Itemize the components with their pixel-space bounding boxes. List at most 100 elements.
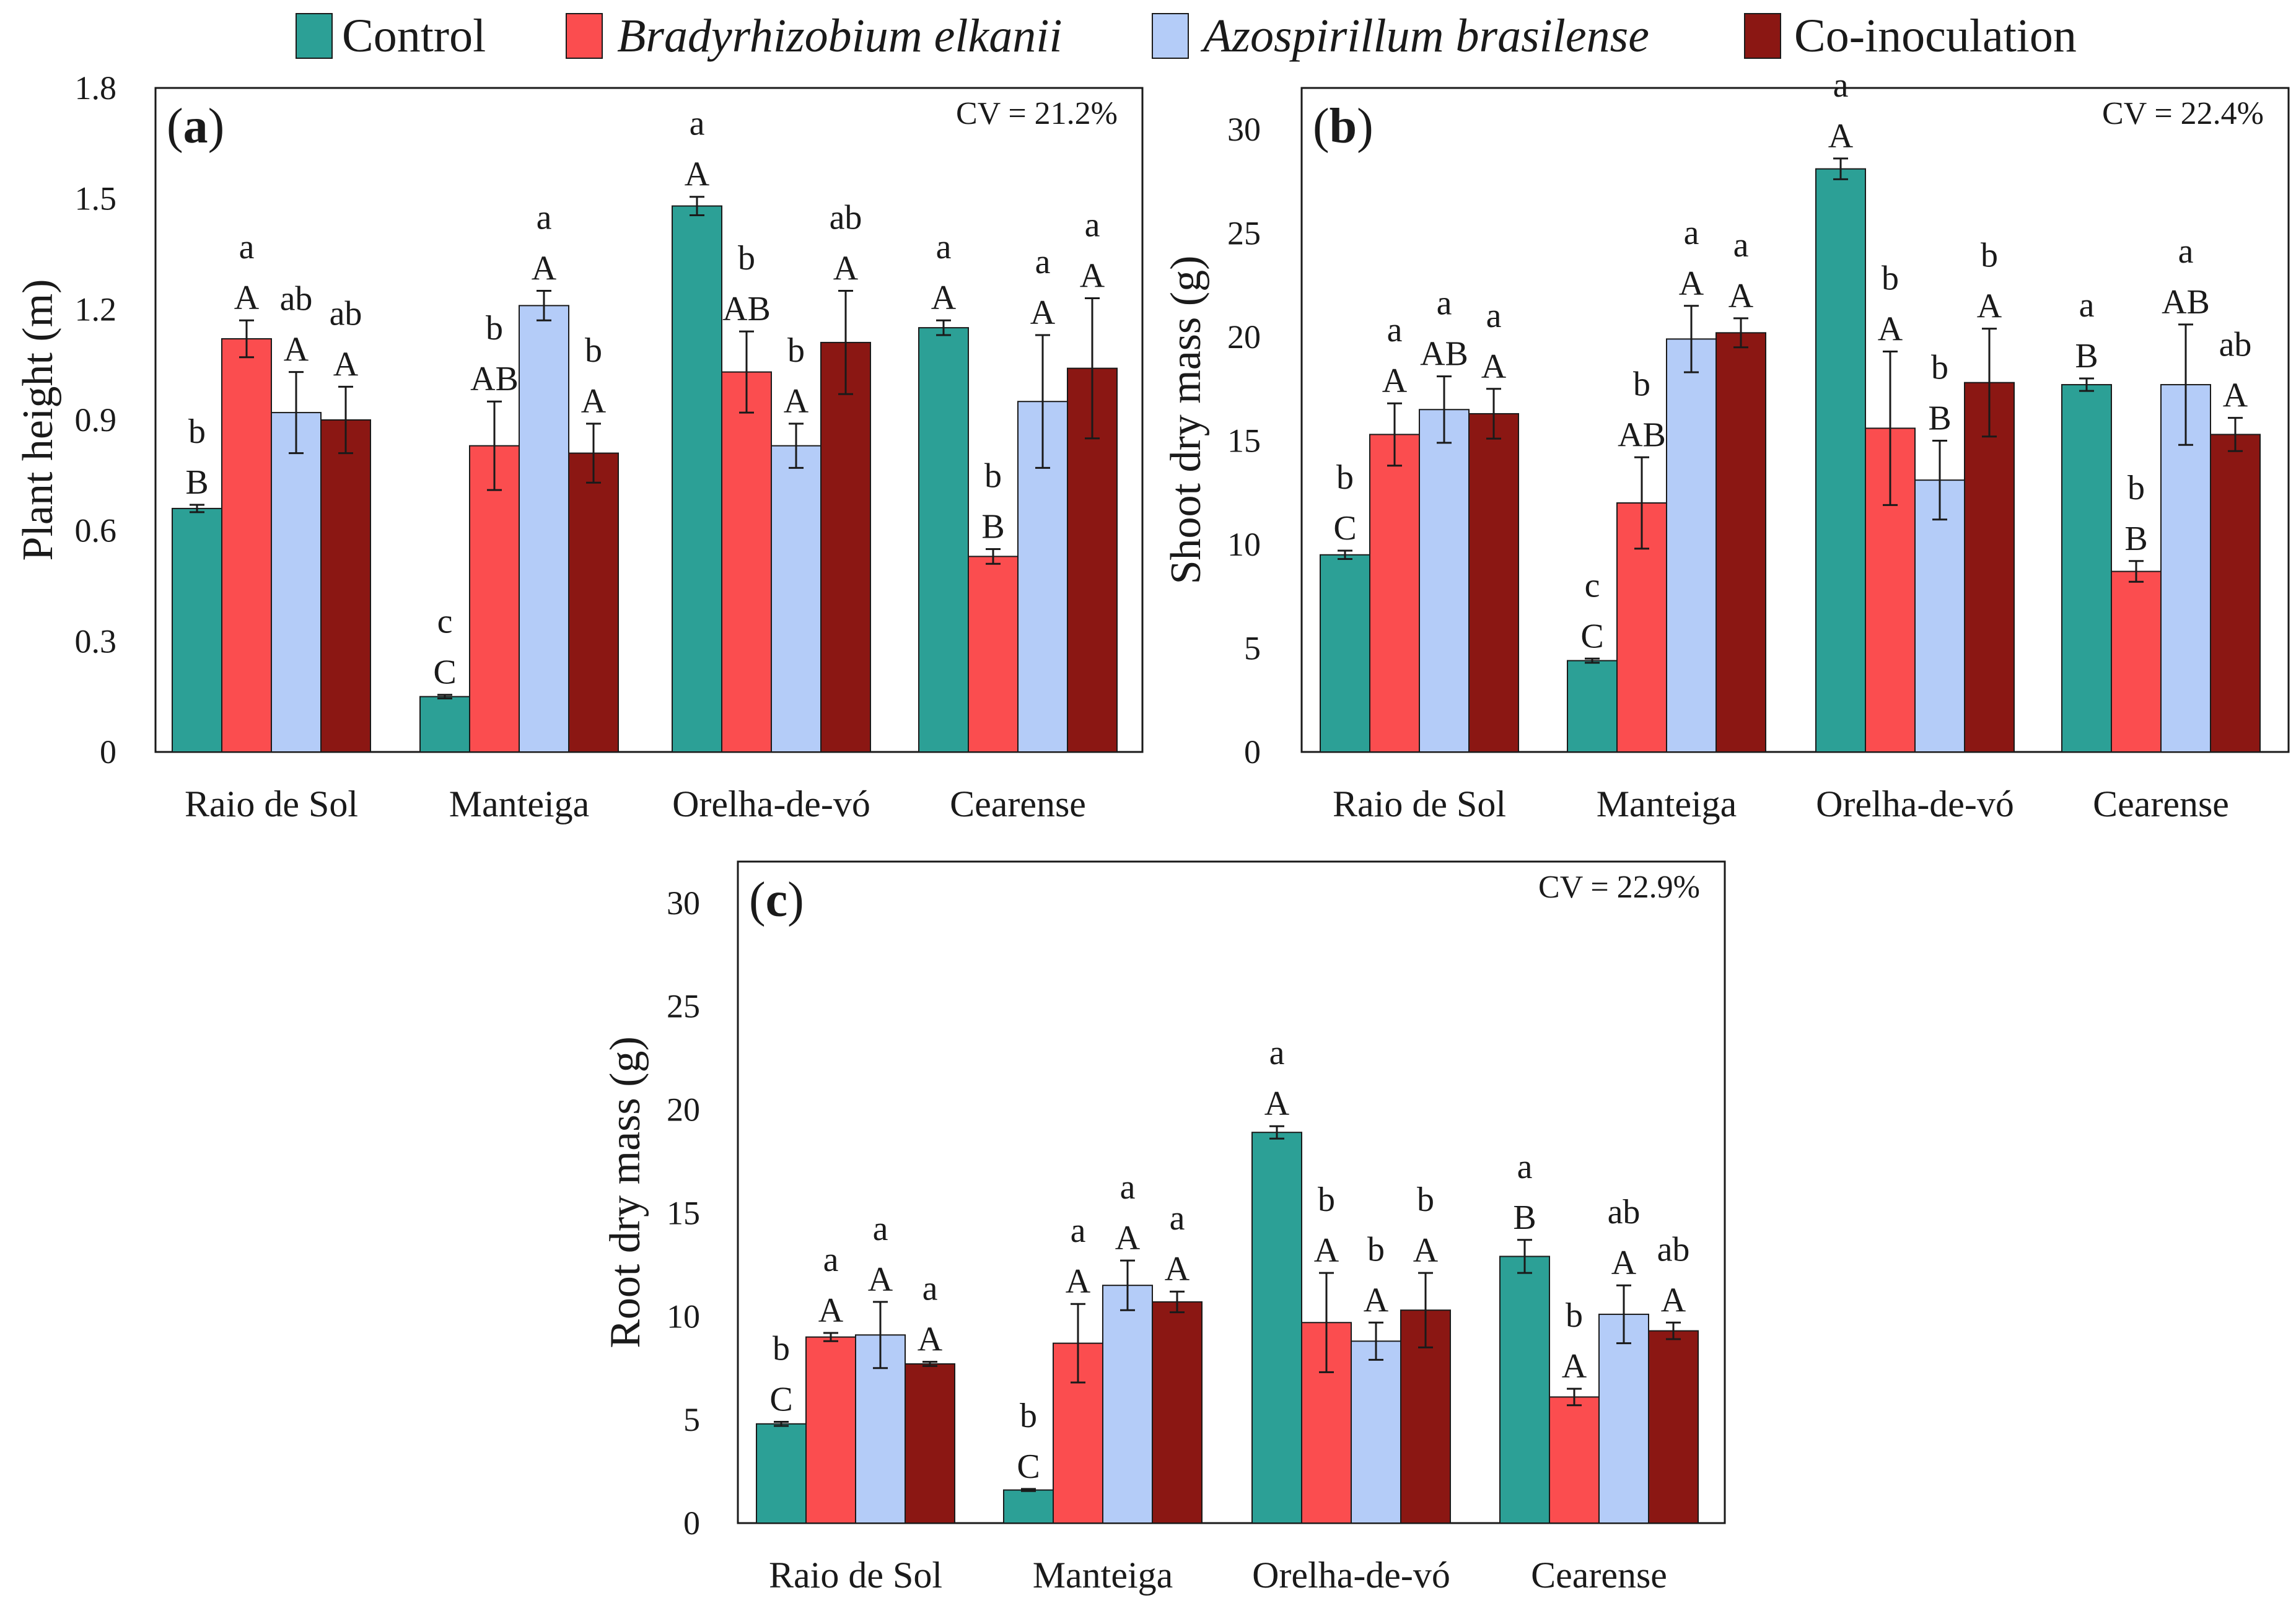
sig-letter-upper-case: A: [685, 155, 710, 194]
sig-letter-lower-case: a: [823, 1241, 839, 1279]
bar-azospirillum-brasilense-2: [1914, 479, 1965, 753]
sig-letter-upper-case: A: [918, 1321, 943, 1359]
sig-letter-lower-case: b: [773, 1329, 790, 1368]
plot-frame: [154, 87, 1144, 753]
sig-letter-upper-case: A: [581, 382, 607, 421]
panel-letter-label: (b): [1313, 99, 1374, 154]
sig-letter-upper-case: A: [1115, 1219, 1141, 1257]
bar-bradyrhizobium-elkanii-3: [1549, 1396, 1600, 1524]
y-tick-label: 0: [1244, 733, 1261, 771]
sig-letter-lower-case: a: [2178, 232, 2194, 271]
bar-azospirillum-brasilense-2: [771, 445, 822, 753]
sig-letter-lower-case: ab: [1657, 1230, 1690, 1269]
paren-open: (: [167, 99, 183, 154]
y-tick-label: 10: [667, 1298, 700, 1335]
sig-letter-lower-case: a: [1733, 226, 1749, 264]
plot-frame: [1300, 87, 2290, 753]
y-axis-label: Plant height (m): [14, 279, 62, 561]
paren-close: ): [787, 873, 804, 927]
bar-co-inoculation-0: [905, 1363, 955, 1524]
sig-letter-lower-case: b: [984, 456, 1002, 495]
y-tick-label: 5: [683, 1401, 700, 1438]
sig-letter-lower-case: a: [1517, 1148, 1533, 1186]
x-category-label: Manteiga: [1033, 1555, 1173, 1596]
sig-letter-upper-case: A: [1413, 1231, 1439, 1270]
legend-swatch-2: [566, 13, 603, 59]
sig-letter-lower-case: ab: [1608, 1193, 1641, 1231]
bar-control-3: [2061, 384, 2112, 753]
y-tick-label: 1.8: [75, 69, 117, 107]
bar-co-inoculation-1: [568, 452, 619, 753]
legend-swatch-1: [296, 13, 333, 59]
sig-letter-upper-case: B: [2075, 337, 2098, 375]
y-tick-label: 0.9: [75, 401, 117, 439]
sig-letter-upper-case: A: [868, 1260, 893, 1299]
sig-letter-lower-case: a: [873, 1210, 888, 1248]
sig-letter-lower-case: ab: [2219, 326, 2252, 364]
sig-letter-upper-case: A: [234, 279, 260, 317]
cv-annotation: CV = 22.4%: [2102, 96, 2264, 131]
bar-control-0: [756, 1423, 807, 1524]
sig-letter-lower-case: a: [1085, 206, 1100, 244]
bar-bradyrhizobium-elkanii-2: [721, 371, 772, 753]
sig-letter-upper-case: A: [1611, 1244, 1637, 1282]
sig-letter-upper-case: A: [1264, 1085, 1290, 1123]
bar-azospirillum-brasilense-1: [519, 305, 569, 753]
legend-swatch-4: [1744, 13, 1781, 59]
sig-letter-lower-case: a: [2079, 286, 2095, 325]
y-tick-label: 30: [667, 884, 700, 922]
cv-annotation: CV = 21.2%: [956, 96, 1118, 131]
sig-letter-lower-case: b: [2127, 469, 2145, 507]
legend-label-3: Azospirillum brasilense: [1200, 10, 1649, 62]
sig-letter-lower-case: a: [1120, 1168, 1136, 1207]
cv-annotation: CV = 22.9%: [1538, 870, 1700, 905]
sig-letter-upper-case: A: [818, 1291, 844, 1330]
paren-close: ): [208, 99, 225, 154]
sig-letter-upper-case: A: [532, 250, 557, 288]
sig-letter-upper-case: A: [784, 382, 809, 421]
bar-co-inoculation-0: [320, 419, 371, 753]
y-tick-label: 30: [1227, 111, 1261, 148]
sig-letter-lower-case: b: [585, 331, 602, 370]
sig-letter-upper-case: C: [1333, 509, 1356, 548]
sig-letter-lower-case: ab: [330, 294, 362, 333]
y-tick-label: 0: [683, 1505, 700, 1542]
bar-bradyrhizobium-elkanii-1: [469, 445, 520, 753]
sig-letter-lower-case: b: [1633, 365, 1650, 403]
x-category-label: Manteiga: [1597, 784, 1737, 824]
sig-letter-upper-case: C: [769, 1380, 792, 1418]
bar-control-2: [1251, 1132, 1302, 1524]
bar-control-0: [172, 507, 222, 753]
x-category-label: Cearense: [2093, 784, 2229, 824]
sig-letter-upper-case: A: [1878, 310, 1903, 348]
x-category-label: Raio de Sol: [769, 1555, 942, 1596]
sig-letter-lower-case: b: [486, 309, 503, 347]
sig-letter-lower-case: a: [1170, 1199, 1185, 1238]
sig-letter-lower-case: b: [738, 239, 755, 277]
y-tick-label: 0.6: [75, 512, 117, 549]
bar-co-inoculation-1: [1715, 332, 1766, 753]
sig-letter-upper-case: A: [1729, 277, 1754, 315]
sig-letter-upper-case: A: [1382, 362, 1408, 400]
plot-frame: [737, 860, 1726, 1524]
bar-bradyrhizobium-elkanii-0: [805, 1336, 856, 1524]
y-tick-label: 1.5: [75, 180, 117, 217]
sig-letter-upper-case: A: [1364, 1281, 1389, 1319]
sig-letter-upper-case: AB: [1618, 416, 1666, 454]
sig-letter-upper-case: B: [185, 463, 208, 502]
sig-letter-lower-case: b: [787, 331, 805, 370]
sig-letter-lower-case: c: [1585, 566, 1600, 605]
bar-control-3: [1499, 1256, 1550, 1524]
sig-letter-lower-case: a: [1035, 243, 1051, 281]
sig-letter-lower-case: a: [239, 228, 255, 266]
sig-letter-upper-case: A: [1030, 294, 1056, 332]
bar-co-inoculation-2: [820, 341, 871, 753]
sig-letter-lower-case: b: [1020, 1397, 1037, 1435]
panel-letter-label: (c): [749, 873, 804, 927]
y-tick-label: 15: [667, 1194, 700, 1231]
sig-letter-lower-case: a: [537, 199, 552, 237]
sig-letter-upper-case: AB: [722, 290, 771, 328]
panel-letter: b: [1330, 99, 1357, 154]
sig-letter-upper-case: A: [1828, 117, 1854, 155]
